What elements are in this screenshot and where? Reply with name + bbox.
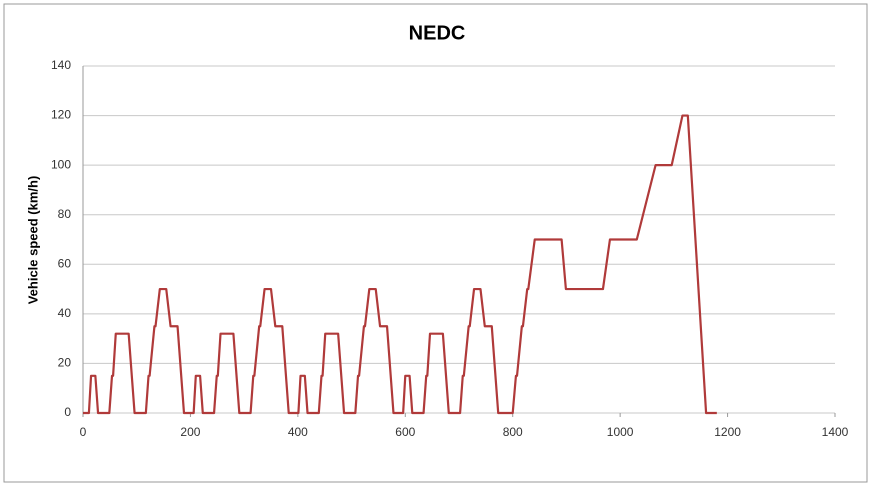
y-tick-label: 140 [51,58,71,72]
y-tick-label: 40 [58,306,72,320]
y-tick-label: 60 [58,256,72,270]
x-tick-label: 0 [80,425,87,439]
x-tick-label: 1000 [607,425,634,439]
line [83,114,717,415]
x-tick-label: 200 [180,425,200,439]
y-tick-label: 100 [51,157,71,171]
y-tick-label: 120 [51,108,71,122]
y-tick-label: 20 [58,356,72,370]
frame [3,3,868,483]
chart-title: NEDC [409,22,466,44]
x-tick-label: 600 [395,425,415,439]
y-axis-label: Vehicle speed (km/h) [25,176,40,305]
x-tick-label: 800 [503,425,523,439]
y-tick-label: 0 [64,405,71,419]
x-tick-label: 1400 [822,425,849,439]
y-tick-label: 80 [58,207,72,221]
x-tick-label: 400 [288,425,308,439]
x-tick-label: 1200 [714,425,741,439]
